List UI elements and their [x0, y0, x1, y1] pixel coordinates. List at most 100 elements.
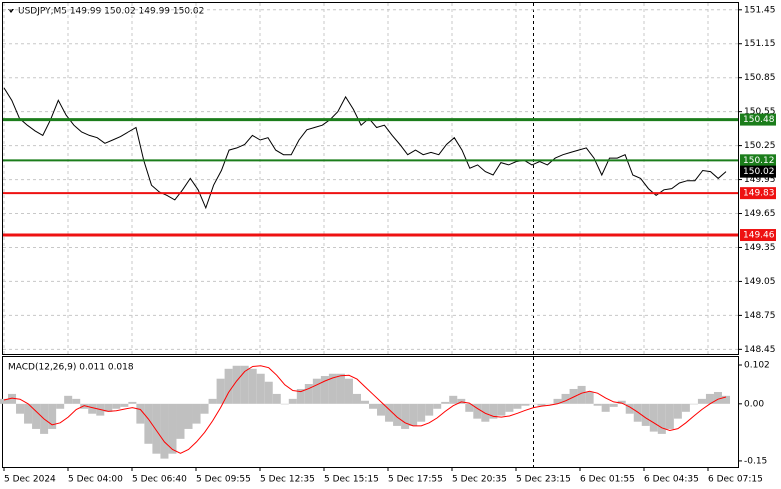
y-tick-label: 150.85 — [744, 73, 776, 83]
macd-bar — [112, 403, 121, 409]
macd-bar — [417, 403, 426, 422]
macd-bar — [256, 373, 265, 404]
macd-bar — [689, 403, 698, 405]
macd-bar — [248, 368, 257, 404]
macd-bar — [521, 403, 530, 406]
x-tick-label: 6 Dec 01:55 — [580, 475, 635, 485]
y-tick-label: 150.25 — [744, 141, 776, 151]
macd-bar — [649, 403, 658, 432]
level-label: 149.83 — [743, 189, 775, 199]
macd-bar — [304, 384, 313, 404]
macd-bar — [537, 403, 546, 406]
x-tick-label: 5 Dec 04:00 — [68, 475, 123, 485]
y-tick-label: 149.95 — [744, 175, 776, 185]
macd-bar — [200, 403, 209, 414]
macd-bar — [352, 393, 361, 404]
signal-line — [3, 365, 727, 454]
y-tick-label: 149.35 — [744, 243, 776, 253]
macd-bar — [0, 398, 9, 404]
macd-bar — [577, 385, 586, 404]
macd-bar — [16, 403, 25, 414]
last-price-label: 150.02 — [743, 167, 775, 177]
last-price-box — [740, 165, 776, 178]
macd-bar — [120, 403, 129, 407]
macd-bar — [593, 403, 602, 406]
macd-bar — [88, 403, 97, 414]
macd-bar — [344, 378, 353, 404]
x-tick-label: 5 Dec 12:35 — [260, 475, 315, 485]
macd-bar — [697, 398, 706, 404]
macd-bar — [385, 403, 394, 422]
macd-title: MACD(12,26,9) 0.011 0.018 — [8, 363, 134, 373]
y-tick-label: 151.15 — [744, 39, 776, 49]
macd-bar — [425, 403, 434, 416]
macd-bar — [673, 403, 682, 419]
macd-bar — [160, 403, 169, 459]
macd-bar — [24, 403, 33, 424]
macd-bar — [80, 403, 89, 409]
x-tick-label: 5 Dec 23:15 — [516, 475, 571, 485]
macd-bar — [601, 403, 610, 412]
y-tick-label: 151.45 — [744, 5, 776, 15]
macd-bar — [585, 392, 594, 404]
y-tick-label: -0.15 — [744, 456, 767, 466]
y-tick-label: 0.00 — [744, 399, 764, 409]
x-tick-label: 6 Dec 07:15 — [708, 475, 763, 485]
macd-bar — [104, 403, 113, 412]
level-label: 150.48 — [743, 115, 775, 125]
y-tick-label: 148.45 — [744, 345, 776, 355]
price-title: USDJPY,M5 149.99 150.02 149.99 150.02 — [18, 7, 204, 17]
x-tick-label: 5 Dec 06:40 — [132, 475, 187, 485]
y-tick-label: 149.65 — [744, 209, 776, 219]
macd-bar — [465, 403, 474, 412]
macd-bar — [393, 403, 402, 426]
x-tick-label: 5 Dec 20:35 — [452, 475, 507, 485]
macd-bar — [569, 388, 578, 404]
macd-bar — [184, 403, 193, 429]
macd-bar — [312, 378, 321, 404]
macd-bar — [232, 365, 241, 404]
macd-bar — [240, 365, 249, 404]
price-line — [3, 87, 727, 210]
macd-bar — [168, 403, 177, 454]
macd-bar — [609, 403, 618, 407]
macd-bar — [553, 398, 562, 404]
macd-bar — [32, 403, 41, 429]
y-tick-label: 150.55 — [744, 107, 776, 117]
macd-bar — [136, 403, 145, 424]
macd-bar — [280, 403, 289, 405]
macd-bar — [336, 373, 345, 404]
macd-bar — [705, 393, 714, 404]
x-tick-label: 5 Dec 2024 — [4, 475, 56, 485]
macd-bar — [152, 403, 161, 454]
macd-bar — [681, 403, 690, 412]
x-tick-label: 5 Dec 15:15 — [324, 475, 379, 485]
y-tick-label: 0.102 — [744, 360, 770, 370]
macd-bar — [128, 401, 137, 404]
macd-bar — [48, 403, 57, 429]
macd-bar — [489, 403, 498, 419]
macd-bar — [449, 395, 458, 404]
x-tick-label: 5 Dec 09:55 — [196, 475, 251, 485]
y-tick-label: 149.05 — [744, 277, 776, 287]
macd-bar — [224, 368, 233, 404]
macd-bar — [288, 398, 297, 404]
macd-bar — [713, 392, 722, 404]
macd-bar — [433, 403, 442, 409]
level-label: 150.12 — [743, 156, 775, 166]
x-tick-label: 6 Dec 04:35 — [644, 475, 699, 485]
macd-bar — [617, 400, 626, 404]
macd-bar — [625, 403, 634, 414]
macd-bar — [401, 403, 410, 429]
macd-bar — [721, 395, 731, 404]
macd-bar — [377, 403, 386, 416]
level-label-box — [740, 187, 776, 200]
price-panel — [2, 2, 739, 355]
macd-bar — [144, 403, 153, 444]
macd-bar — [56, 403, 65, 409]
macd-bar — [473, 403, 482, 419]
macd-bar — [441, 401, 450, 404]
macd-bar — [505, 403, 514, 412]
